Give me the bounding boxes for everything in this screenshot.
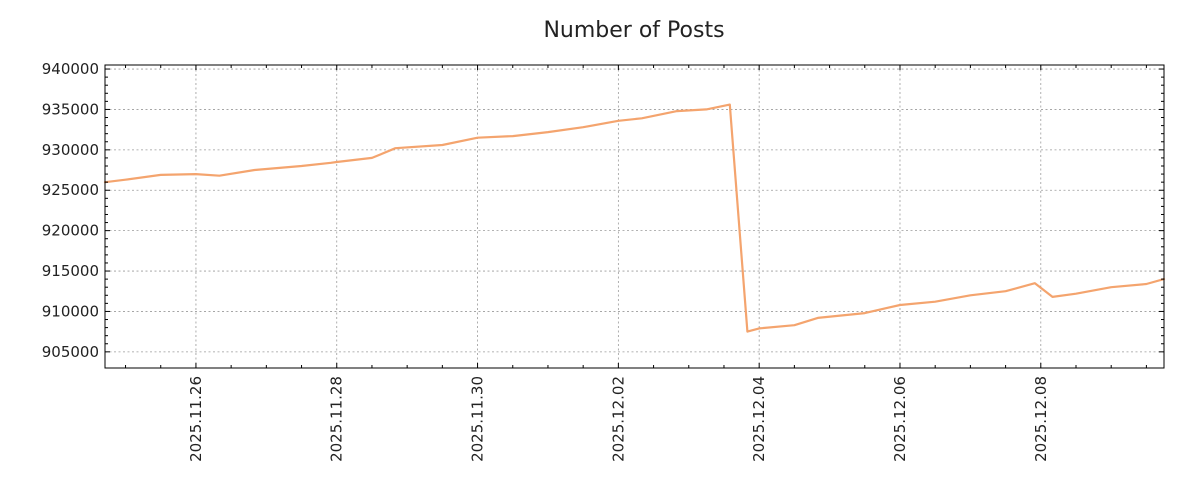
plot-area [103,103,1166,333]
x-tick-label: 2025.11.28 [328,376,346,462]
grid [105,65,1164,368]
axes: 905000 910000 915000 920000 925000 930000 9350… [42,60,1164,462]
y-tick-label: 940000 [42,60,99,78]
plot-frame [104,64,1165,369]
x-tick-label: 2025.12.06 [891,376,909,462]
x-tick-label: 2025.11.30 [469,376,487,462]
y-tick-label: 905000 [42,343,99,361]
y-tick-label: 925000 [42,181,99,199]
y-tick-label: 915000 [42,262,99,280]
y-tick-label: 910000 [42,302,99,320]
x-tick-label: 2025.11.26 [187,376,205,462]
y-tick-label: 920000 [42,222,99,240]
x-tick-label: 2025.12.04 [750,376,768,462]
chart-title: Number of Posts [543,18,724,43]
series-line [103,103,1166,333]
y-tick-label: 930000 [42,141,99,159]
y-tick-label: 935000 [42,100,99,118]
x-tick-label: 2025.12.08 [1032,376,1050,462]
x-tick-label: 2025.12.02 [609,376,627,462]
